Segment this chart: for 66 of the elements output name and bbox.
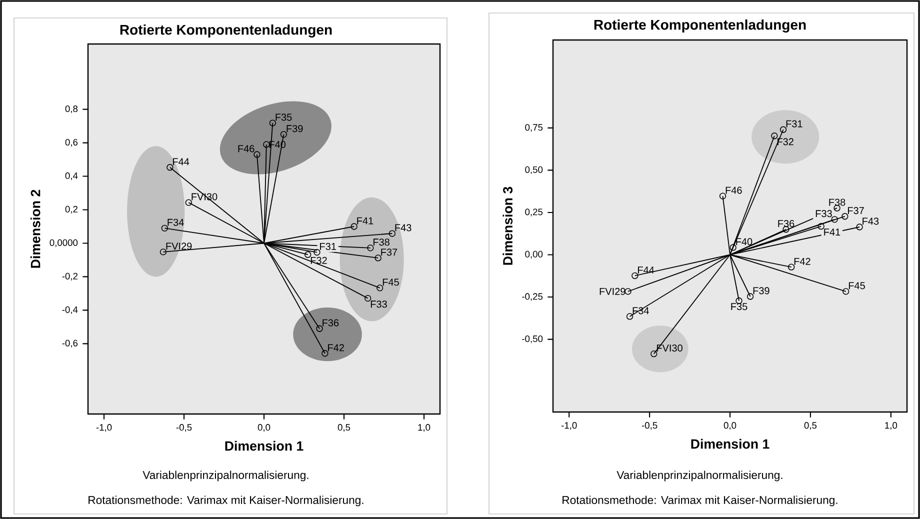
- y-tick-label: 0,00: [525, 250, 543, 259]
- annotation: F31: [786, 120, 802, 128]
- annotation: F41: [357, 217, 374, 224]
- y-axis-title: Dimension 3: [502, 186, 513, 265]
- annotation: F43: [862, 218, 879, 225]
- annotation: F35: [276, 114, 292, 121]
- annotation: F33: [816, 210, 832, 218]
- x-tick-label: 0,0: [724, 422, 736, 430]
- x-tick-label: 0,0: [258, 424, 270, 432]
- y-tick-label: 0,4: [65, 172, 78, 180]
- annotation: F46: [726, 186, 742, 194]
- y-tick-label: -0,50: [522, 335, 543, 344]
- annotation: FVI29: [600, 288, 626, 295]
- x-tick-label: -0,5: [642, 422, 658, 430]
- annotation: F39: [753, 287, 770, 294]
- annotation: F44: [173, 158, 190, 166]
- chart-title: Rotierte Komponentenladungen: [120, 24, 332, 38]
- text: Variablenprinzipalnormalisierung.: [142, 470, 308, 482]
- annotation: F46: [238, 145, 254, 152]
- chart-title: Rotierte Komponentenladungen: [594, 19, 806, 33]
- y-axis-title: Dimension 2: [30, 190, 40, 268]
- x-axis-title: Dimension 1: [225, 440, 304, 451]
- annotation: F31: [320, 242, 336, 250]
- annotation: F43: [395, 224, 412, 232]
- annotation: F38: [829, 198, 846, 206]
- x-tick-label: -1,0: [561, 422, 577, 430]
- y-tick-label: 0,2: [65, 206, 78, 214]
- annotation: F37: [381, 248, 398, 256]
- y-tick-label: -0,4: [62, 306, 78, 314]
- annotation: F45: [382, 278, 399, 286]
- y-tick-label: -0,25: [522, 293, 543, 301]
- annotation: F32: [310, 256, 327, 264]
- annotation: F33: [370, 300, 387, 308]
- annotation: F41: [824, 228, 840, 236]
- y-tick-label: 0,0000: [50, 239, 78, 248]
- annotation: F37: [848, 207, 864, 214]
- x-tick-label: 1,0: [885, 422, 898, 430]
- annotation: F36: [778, 220, 794, 228]
- annotation: F44: [638, 266, 654, 274]
- y-tick-label: -0,2: [62, 272, 78, 281]
- annotation: F39: [286, 125, 303, 132]
- annotation: F45: [848, 282, 865, 290]
- x-tick-label: 0,5: [804, 422, 817, 430]
- x-tick-label: 1,0: [418, 424, 430, 432]
- annotation: F32: [778, 138, 794, 146]
- x-axis-title: Dimension 1: [691, 438, 770, 449]
- y-tick-label: 0,50: [525, 166, 543, 174]
- y-tick-label: 0,25: [525, 208, 543, 216]
- y-tick-label: -0,6: [62, 340, 78, 348]
- annotation: F36: [322, 319, 339, 326]
- y-tick-label: 0,8: [65, 105, 78, 114]
- text: Variablenprinzipalnormalisierung.: [616, 470, 782, 482]
- annotation: FVI29: [166, 242, 192, 250]
- text: Rotationsmethode: Varimax mit Kaiser-Normalisierung.: [562, 496, 838, 506]
- annotation: F42: [328, 344, 344, 352]
- y-tick-label: 0,6: [65, 138, 78, 147]
- x-tick-label: -1,0: [96, 424, 112, 432]
- x-tick-label: 0,5: [338, 424, 350, 432]
- text: Rotationsmethode: Varimax mit Kaiser-Normalisierung.: [88, 496, 364, 506]
- annotation: F42: [794, 258, 810, 265]
- y-tick-label: 0,75: [525, 124, 543, 132]
- annotation: F35: [731, 303, 748, 310]
- annotation: F38: [373, 238, 390, 246]
- x-tick-label: -0,5: [176, 424, 192, 432]
- annotation: F40: [736, 238, 752, 246]
- annotation: F34: [168, 218, 184, 226]
